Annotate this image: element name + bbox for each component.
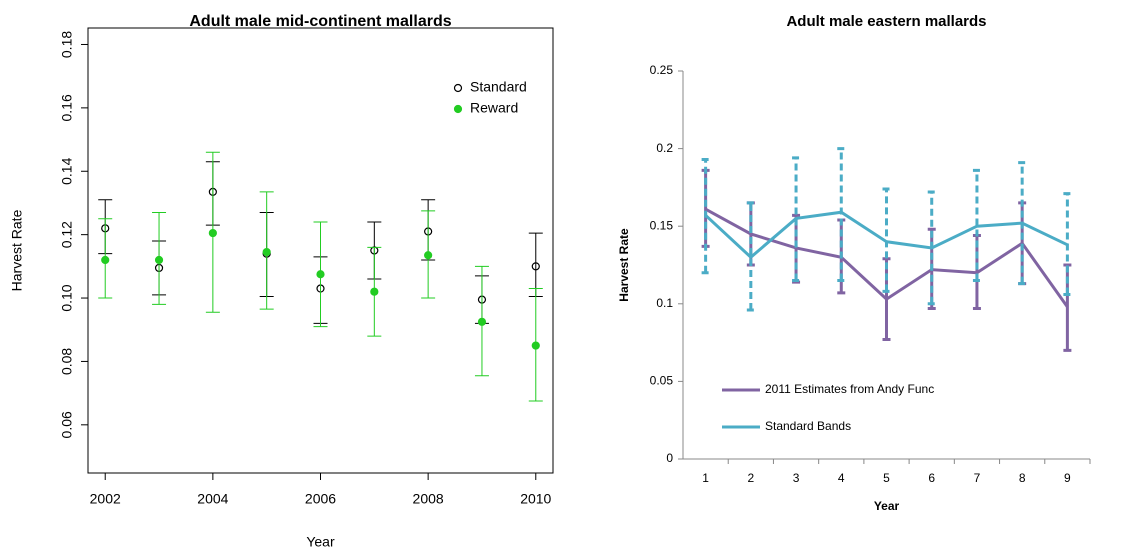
legend-marker	[453, 83, 463, 93]
y-tick-label: 0.2	[656, 141, 673, 155]
y-axis-title: Harvest Rate	[617, 228, 631, 302]
point	[316, 270, 325, 279]
x-tick-label: 5	[883, 471, 890, 485]
x-tick-label: 2	[747, 471, 754, 485]
y-tick-label: 0.12	[59, 221, 75, 248]
x-tick-label: 4	[838, 471, 845, 485]
y-tick-label: 0.10	[59, 284, 75, 311]
x-tick-label: 2004	[197, 491, 228, 507]
point	[208, 228, 217, 238]
x-tick-label: 3	[793, 471, 800, 485]
error-bar	[882, 187, 891, 293]
x-axis-title: Year	[306, 534, 335, 550]
x-tick-label: 2008	[413, 491, 444, 507]
x-tick-label: 2002	[90, 491, 121, 507]
point	[370, 287, 379, 296]
point	[531, 262, 540, 271]
error-bar	[837, 147, 846, 283]
series-line	[704, 207, 1069, 308]
y-tick-label: 0.25	[650, 63, 674, 77]
x-tick-label: 7	[974, 471, 981, 485]
x-tick-label: 8	[1019, 471, 1026, 485]
point	[477, 317, 487, 326]
y-tick-label: 0.06	[59, 411, 75, 438]
series-line	[704, 210, 1069, 260]
x-tick-label: 2006	[305, 491, 336, 507]
y-tick-label: 0.05	[650, 374, 674, 388]
x-tick-label: 6	[928, 471, 935, 485]
legend-label: Reward	[470, 100, 518, 116]
point	[262, 247, 271, 257]
y-tick-label: 0.14	[59, 157, 75, 184]
y-tick-label: 0.08	[59, 348, 75, 375]
legend-marker	[453, 104, 463, 114]
point	[531, 341, 540, 350]
x-axis-title: Year	[874, 499, 900, 513]
x-tick-label: 2010	[520, 491, 551, 507]
point	[101, 255, 110, 265]
y-tick-label: 0.1	[656, 296, 673, 310]
y-tick-label: 0.16	[59, 94, 75, 121]
error-bar	[746, 201, 755, 312]
point	[424, 251, 433, 260]
error-bar	[528, 232, 543, 297]
chart-title: Adult male eastern mallards	[786, 13, 986, 30]
legend-label: Standard	[470, 79, 527, 95]
y-tick-label: 0.18	[59, 31, 75, 58]
y-axis-title: Harvest Rate	[9, 209, 25, 291]
x-tick-label: 9	[1064, 471, 1071, 485]
point	[154, 255, 164, 265]
x-tick-label: 1	[702, 471, 709, 485]
y-tick-label: 0	[666, 451, 673, 465]
chart-title: Adult male mid-continent mallards	[189, 13, 451, 30]
legend-label: Standard Bands	[765, 419, 851, 433]
y-tick-label: 0.15	[650, 218, 674, 232]
legend-label: 2011 Estimates from Andy Func	[765, 382, 934, 396]
